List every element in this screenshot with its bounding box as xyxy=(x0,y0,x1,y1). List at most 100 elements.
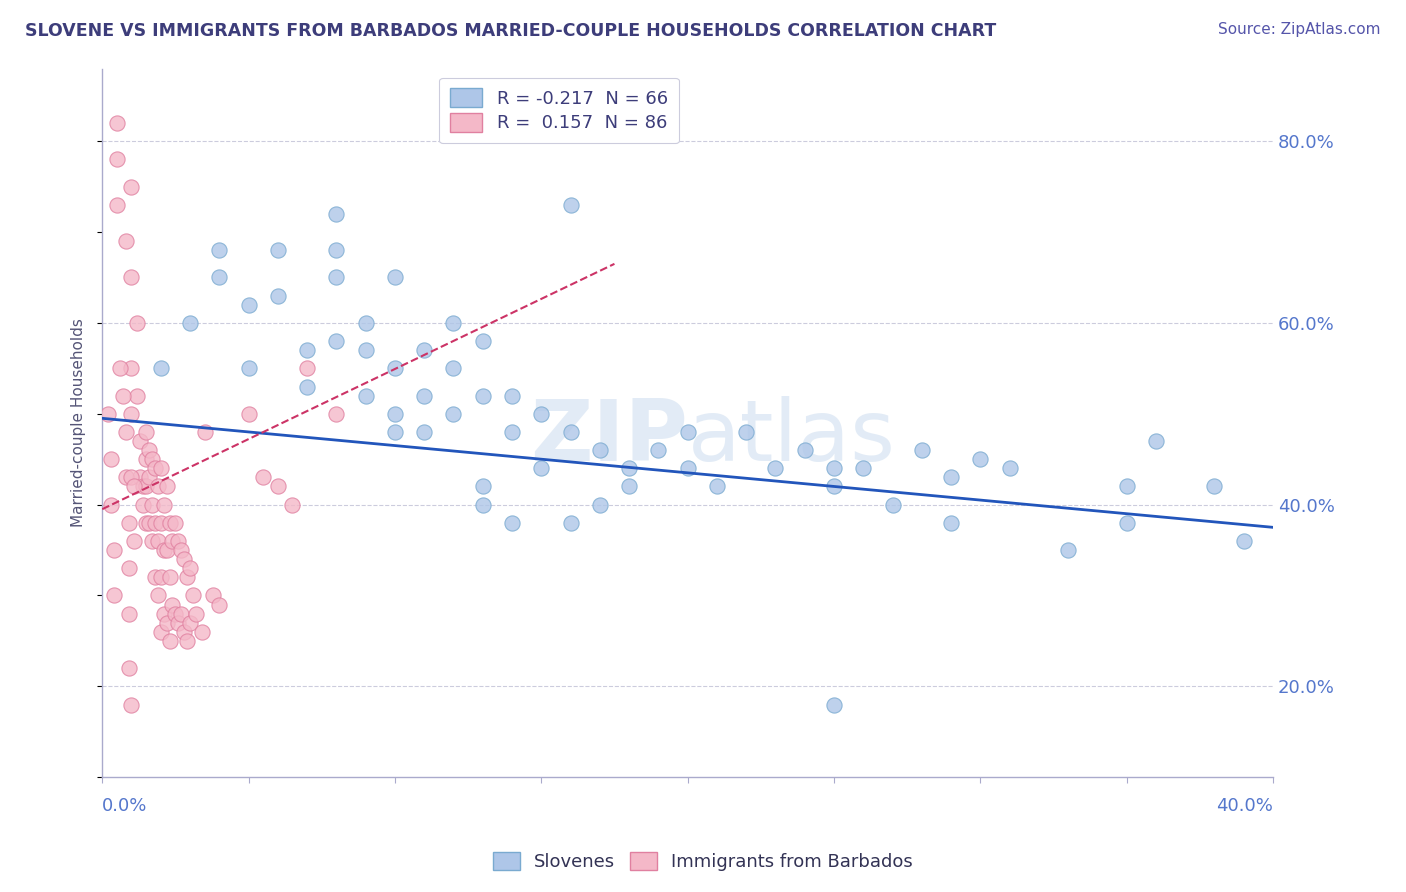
Point xyxy=(149,570,172,584)
Point xyxy=(765,461,787,475)
Point xyxy=(100,452,122,467)
Point xyxy=(155,543,177,558)
Point xyxy=(413,388,436,402)
Point xyxy=(325,244,347,258)
Point xyxy=(823,698,845,712)
Point xyxy=(208,244,231,258)
Point xyxy=(501,425,523,439)
Point xyxy=(138,516,160,530)
Point xyxy=(939,470,962,484)
Point xyxy=(181,589,204,603)
Point xyxy=(127,316,149,330)
Point xyxy=(1057,543,1080,558)
Point xyxy=(1233,533,1256,548)
Point xyxy=(170,543,193,558)
Point xyxy=(173,552,195,566)
Point xyxy=(443,407,465,421)
Point xyxy=(141,533,163,548)
Point xyxy=(103,589,125,603)
Point xyxy=(114,234,136,248)
Point xyxy=(132,498,155,512)
Point xyxy=(114,425,136,439)
Point xyxy=(354,316,377,330)
Point xyxy=(108,361,131,376)
Point xyxy=(159,570,181,584)
Point xyxy=(267,288,290,302)
Point xyxy=(325,270,347,285)
Point xyxy=(354,388,377,402)
Point xyxy=(589,443,612,458)
Point xyxy=(135,452,157,467)
Point xyxy=(105,153,128,167)
Point xyxy=(135,479,157,493)
Point xyxy=(384,270,406,285)
Point xyxy=(155,479,177,493)
Point xyxy=(121,470,143,484)
Point xyxy=(152,498,174,512)
Point xyxy=(252,470,274,484)
Point xyxy=(129,434,152,448)
Point xyxy=(121,270,143,285)
Point xyxy=(121,407,143,421)
Point xyxy=(647,443,669,458)
Point xyxy=(179,615,201,630)
Point xyxy=(152,543,174,558)
Point xyxy=(135,425,157,439)
Point xyxy=(1204,479,1226,493)
Point xyxy=(617,461,640,475)
Point xyxy=(103,543,125,558)
Point xyxy=(159,634,181,648)
Point xyxy=(471,388,494,402)
Point xyxy=(295,343,318,358)
Point xyxy=(149,516,172,530)
Point xyxy=(159,516,181,530)
Point xyxy=(165,607,187,621)
Point xyxy=(138,470,160,484)
Point xyxy=(127,388,149,402)
Point xyxy=(676,461,699,475)
Y-axis label: Married-couple Households: Married-couple Households xyxy=(72,318,86,527)
Point xyxy=(149,361,172,376)
Point xyxy=(141,498,163,512)
Point xyxy=(167,533,190,548)
Point xyxy=(793,443,815,458)
Point xyxy=(1144,434,1167,448)
Point xyxy=(121,179,143,194)
Point xyxy=(560,198,582,212)
Point xyxy=(325,207,347,221)
Point xyxy=(281,498,304,512)
Point xyxy=(149,624,172,639)
Point xyxy=(969,452,991,467)
Point xyxy=(501,516,523,530)
Point xyxy=(911,443,934,458)
Point xyxy=(238,298,260,312)
Point xyxy=(823,461,845,475)
Point xyxy=(146,589,169,603)
Point xyxy=(384,407,406,421)
Point xyxy=(443,316,465,330)
Text: SLOVENE VS IMMIGRANTS FROM BARBADOS MARRIED-COUPLE HOUSEHOLDS CORRELATION CHART: SLOVENE VS IMMIGRANTS FROM BARBADOS MARR… xyxy=(25,22,997,40)
Point xyxy=(135,516,157,530)
Point xyxy=(179,561,201,575)
Point xyxy=(165,516,187,530)
Point xyxy=(325,334,347,348)
Point xyxy=(471,334,494,348)
Point xyxy=(471,498,494,512)
Point xyxy=(501,388,523,402)
Point xyxy=(1115,516,1137,530)
Point xyxy=(560,516,582,530)
Point xyxy=(105,198,128,212)
Point xyxy=(882,498,904,512)
Point xyxy=(143,516,166,530)
Point xyxy=(170,607,193,621)
Point xyxy=(124,479,146,493)
Point xyxy=(413,343,436,358)
Point xyxy=(129,470,152,484)
Point xyxy=(823,479,845,493)
Point xyxy=(560,425,582,439)
Point xyxy=(176,634,198,648)
Point xyxy=(706,479,728,493)
Point xyxy=(143,461,166,475)
Legend: Slovenes, Immigrants from Barbados: Slovenes, Immigrants from Barbados xyxy=(485,845,921,879)
Legend: R = -0.217  N = 66, R =  0.157  N = 86: R = -0.217 N = 66, R = 0.157 N = 86 xyxy=(439,78,679,144)
